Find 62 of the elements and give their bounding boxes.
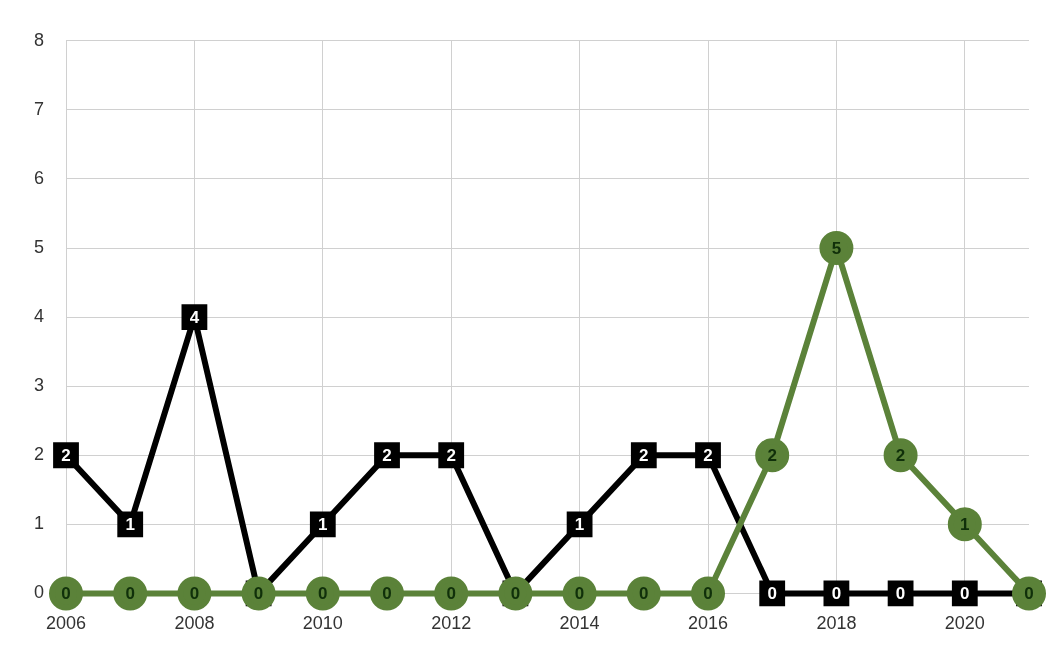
y-tick-label: 1 bbox=[34, 513, 45, 534]
point bbox=[626, 576, 661, 611]
point bbox=[113, 576, 148, 611]
y-tick-label: 4 bbox=[34, 306, 45, 327]
point bbox=[305, 576, 340, 611]
data-label: 0 bbox=[639, 584, 649, 604]
data-label: 0 bbox=[189, 584, 200, 604]
data-label: 0 bbox=[446, 584, 456, 604]
data-label: 0 bbox=[895, 584, 906, 604]
x-tick-label: 2008 bbox=[174, 613, 215, 634]
data-label: 2 bbox=[639, 445, 649, 465]
data-label: 0 bbox=[318, 584, 328, 604]
data-label: 1 bbox=[960, 515, 970, 535]
x-tick-label: 2006 bbox=[45, 613, 87, 634]
data-label: 0 bbox=[1024, 584, 1034, 604]
point bbox=[883, 438, 918, 473]
data-label: 0 bbox=[125, 584, 135, 604]
data-label: 0 bbox=[960, 584, 970, 604]
data-label: 1 bbox=[574, 515, 585, 535]
x-tick-label: 2020 bbox=[944, 613, 985, 634]
data-label: 2 bbox=[382, 445, 392, 465]
data-label: 4 bbox=[189, 307, 200, 327]
point bbox=[819, 231, 854, 266]
y-tick-label: 5 bbox=[34, 236, 45, 257]
y-tick-label: 8 bbox=[34, 29, 45, 50]
x-tick-label: 2014 bbox=[559, 613, 600, 634]
point bbox=[370, 576, 405, 611]
y-tick-label: 6 bbox=[34, 167, 45, 188]
point bbox=[241, 576, 276, 611]
data-label: 0 bbox=[382, 584, 392, 604]
data-label: 0 bbox=[831, 584, 842, 604]
data-label: 1 bbox=[125, 515, 135, 535]
data-label: 2 bbox=[703, 445, 713, 465]
point bbox=[49, 576, 84, 611]
y-tick-label: 7 bbox=[34, 98, 45, 119]
data-label: 2 bbox=[767, 445, 777, 465]
data-label: 0 bbox=[510, 584, 521, 604]
point bbox=[691, 576, 725, 611]
data-label: 0 bbox=[767, 584, 777, 604]
point bbox=[434, 576, 469, 611]
data-label: 0 bbox=[574, 584, 585, 604]
data-label: 1 bbox=[318, 515, 328, 535]
x-tick-label: 2018 bbox=[816, 613, 857, 634]
point bbox=[947, 507, 982, 542]
data-label: 2 bbox=[61, 445, 71, 465]
x-tick-label: 2010 bbox=[302, 613, 343, 634]
data-label: 2 bbox=[446, 445, 456, 465]
data-label: 0 bbox=[253, 584, 264, 604]
point bbox=[562, 576, 597, 611]
data-label: 0 bbox=[703, 584, 713, 604]
y-tick-label: 0 bbox=[34, 582, 45, 603]
data-label: 0 bbox=[61, 584, 71, 604]
point bbox=[498, 576, 533, 611]
point bbox=[177, 576, 212, 611]
point bbox=[1012, 576, 1046, 611]
y-tick-label: 3 bbox=[34, 375, 45, 396]
y-tick-label: 2 bbox=[34, 444, 45, 465]
x-tick-label: 2016 bbox=[687, 613, 729, 634]
data-label: 5 bbox=[831, 238, 842, 258]
data-label: 2 bbox=[895, 445, 906, 465]
x-tick-label: 2012 bbox=[431, 613, 472, 634]
point bbox=[755, 438, 790, 473]
